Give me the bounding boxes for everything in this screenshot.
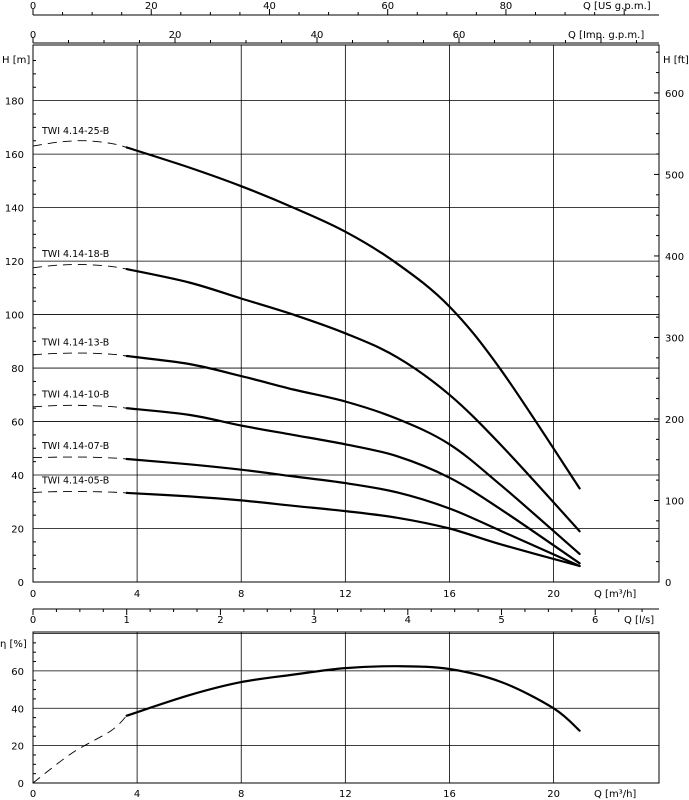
eff-x-axis-label: Q [m³/h] [594,789,636,800]
head-y-tick-label: 80 [11,364,24,375]
imp-gpm-axis-label: Q [Imp. g.p.m.] [568,30,644,41]
series-label-0: TWI 4.14-25-B [41,126,109,137]
head-ft-tick-label: 200 [665,415,684,426]
head-ft-tick-label: 400 [665,252,684,263]
series-label-2: TWI 4.14-13-B [41,337,109,348]
eff-x-tick-label: 12 [339,789,352,800]
head-ft-tick-label: 600 [665,89,684,100]
series-label-4: TWI 4.14-07-B [41,441,109,452]
efficiency-plot-frame [32,631,660,784]
head-ft-tick-label: 100 [665,496,684,507]
imp-gpm-tick-label: 40 [311,30,324,41]
head-y-tick-label: 100 [5,311,24,322]
head-x-tick-label: 12 [339,589,352,600]
head-y-tick-label: 120 [5,257,24,268]
us-gpm-tick-label: 60 [381,1,394,12]
eff-x-tick-label: 20 [547,789,560,800]
series-label-3: TWI 4.14-10-B [41,389,109,400]
head-ft-axis-label: H [ft] [663,55,689,66]
head-curve-1 [125,268,581,533]
head-y-tick-label: 20 [11,525,24,536]
ls-axis-label: Q [l/s] [624,615,654,626]
ls-tick-label: 6 [592,615,598,626]
imp-gpm-tick-label: 20 [169,30,182,41]
eff-x-tick-label: 0 [30,789,36,800]
series-label-5: TWI 4.14-05-B [41,476,109,487]
eff-y-axis-label: η [%] [0,639,27,650]
ls-tick-label: 4 [405,615,411,626]
eff-y-tick-label: 40 [11,704,24,715]
eff-x-tick-label: 16 [443,789,456,800]
head-x-tick-label: 4 [134,589,140,600]
eff-curve-extension-0 [32,715,128,784]
ls-tick-label: 5 [498,615,504,626]
series-label-1: TWI 4.14-18-B [41,249,109,260]
ls-tick-label: 1 [124,615,130,626]
head-curve-extension-4 [32,456,127,460]
eff-y-tick-label: 20 [11,742,24,753]
us-gpm-tick-label: 0 [30,1,36,12]
head-curve-5 [125,491,581,568]
us-gpm-tick-label: 80 [500,1,513,12]
eff-curve-0 [125,665,581,732]
us-gpm-axis-label: Q [US g.p.m.] [583,1,651,12]
head-x-tick-label: 20 [547,589,560,600]
head-curve-extension-1 [32,264,127,270]
head-y-tick-label: 0 [18,578,24,589]
head-curve-0 [125,146,581,490]
head-y-tick-label: 60 [11,418,24,429]
head-curve-4 [125,457,581,568]
head-curve-extension-0 [32,140,127,148]
head-curve-extension-3 [32,404,127,409]
head-y-tick-label: 140 [5,204,24,215]
head-y-tick-label: 180 [5,97,24,108]
head-x-tick-label: 8 [238,589,244,600]
head-x-axis-label: Q [m³/h] [594,589,636,600]
us-gpm-tick-label: 20 [145,1,158,12]
head-curve-2 [125,354,581,555]
eff-x-tick-label: 4 [134,789,140,800]
ls-tick-label: 2 [217,615,223,626]
head-y-tick-label: 40 [11,471,24,482]
imp-gpm-tick-label: 60 [453,30,466,41]
ls-tick-label: 3 [311,615,317,626]
head-y-axis-label: H [m] [2,55,30,66]
head-ft-tick-label: 300 [665,333,684,344]
head-ft-tick-label: 500 [665,170,684,181]
head-x-tick-label: 16 [443,589,456,600]
us-gpm-tick-label: 40 [263,1,276,12]
head-curve-extension-2 [32,352,127,357]
head-plot-frame [32,44,660,583]
head-curve-extension-5 [32,491,127,494]
ls-tick-label: 0 [30,615,36,626]
head-curve-3 [125,407,581,565]
head-y-tick-label: 160 [5,150,24,161]
imp-gpm-tick-label: 0 [30,30,36,41]
head-x-tick-label: 0 [30,589,36,600]
eff-y-tick-label: 0 [18,779,24,790]
eff-x-tick-label: 8 [238,789,244,800]
head-ft-tick-label: 0 [665,578,671,589]
eff-y-tick-label: 60 [11,667,24,678]
